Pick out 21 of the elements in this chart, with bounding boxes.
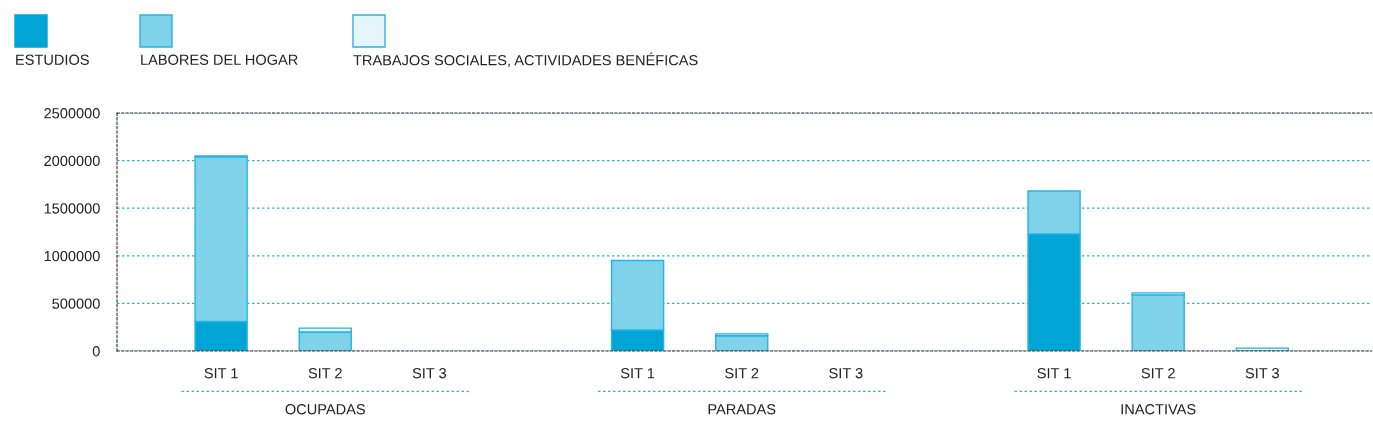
x-tick-label: SIT 3: [1245, 368, 1279, 379]
text: INACTIVAS: [1121, 404, 1196, 415]
y-tick-label: 2000000: [44, 155, 100, 167]
x-tick-label: SIT 3: [829, 368, 863, 379]
y-tick-label: 1500000: [44, 203, 100, 214]
x-tick-label: SIT 1: [1037, 368, 1071, 379]
y-tick-label: 2500000: [44, 108, 100, 119]
x-tick-label: SIT 2: [725, 368, 759, 379]
y-tick-label: 500000: [52, 298, 100, 309]
legend-label: LABORES DEL HOGAR: [141, 54, 298, 65]
legend-label: ESTUDIOS: [16, 54, 89, 65]
x-tick-label: SIT 1: [620, 368, 655, 379]
x-tick-label: SIT 2: [1141, 368, 1175, 379]
x-tick-label: SIT 2: [308, 368, 342, 379]
x-tick-label: SIT 1: [204, 368, 238, 379]
text: PARADAS: [708, 404, 776, 415]
legend-label: TRABAJOS SOCIALES, ACTIVIDADES BENÉFICAS: [353, 52, 698, 68]
x-tick-label: SIT 3: [412, 368, 447, 379]
y-tick-label: 1000000: [44, 250, 100, 262]
y-tick-label: 0: [92, 346, 100, 357]
text: OCUPADAS: [285, 404, 365, 415]
